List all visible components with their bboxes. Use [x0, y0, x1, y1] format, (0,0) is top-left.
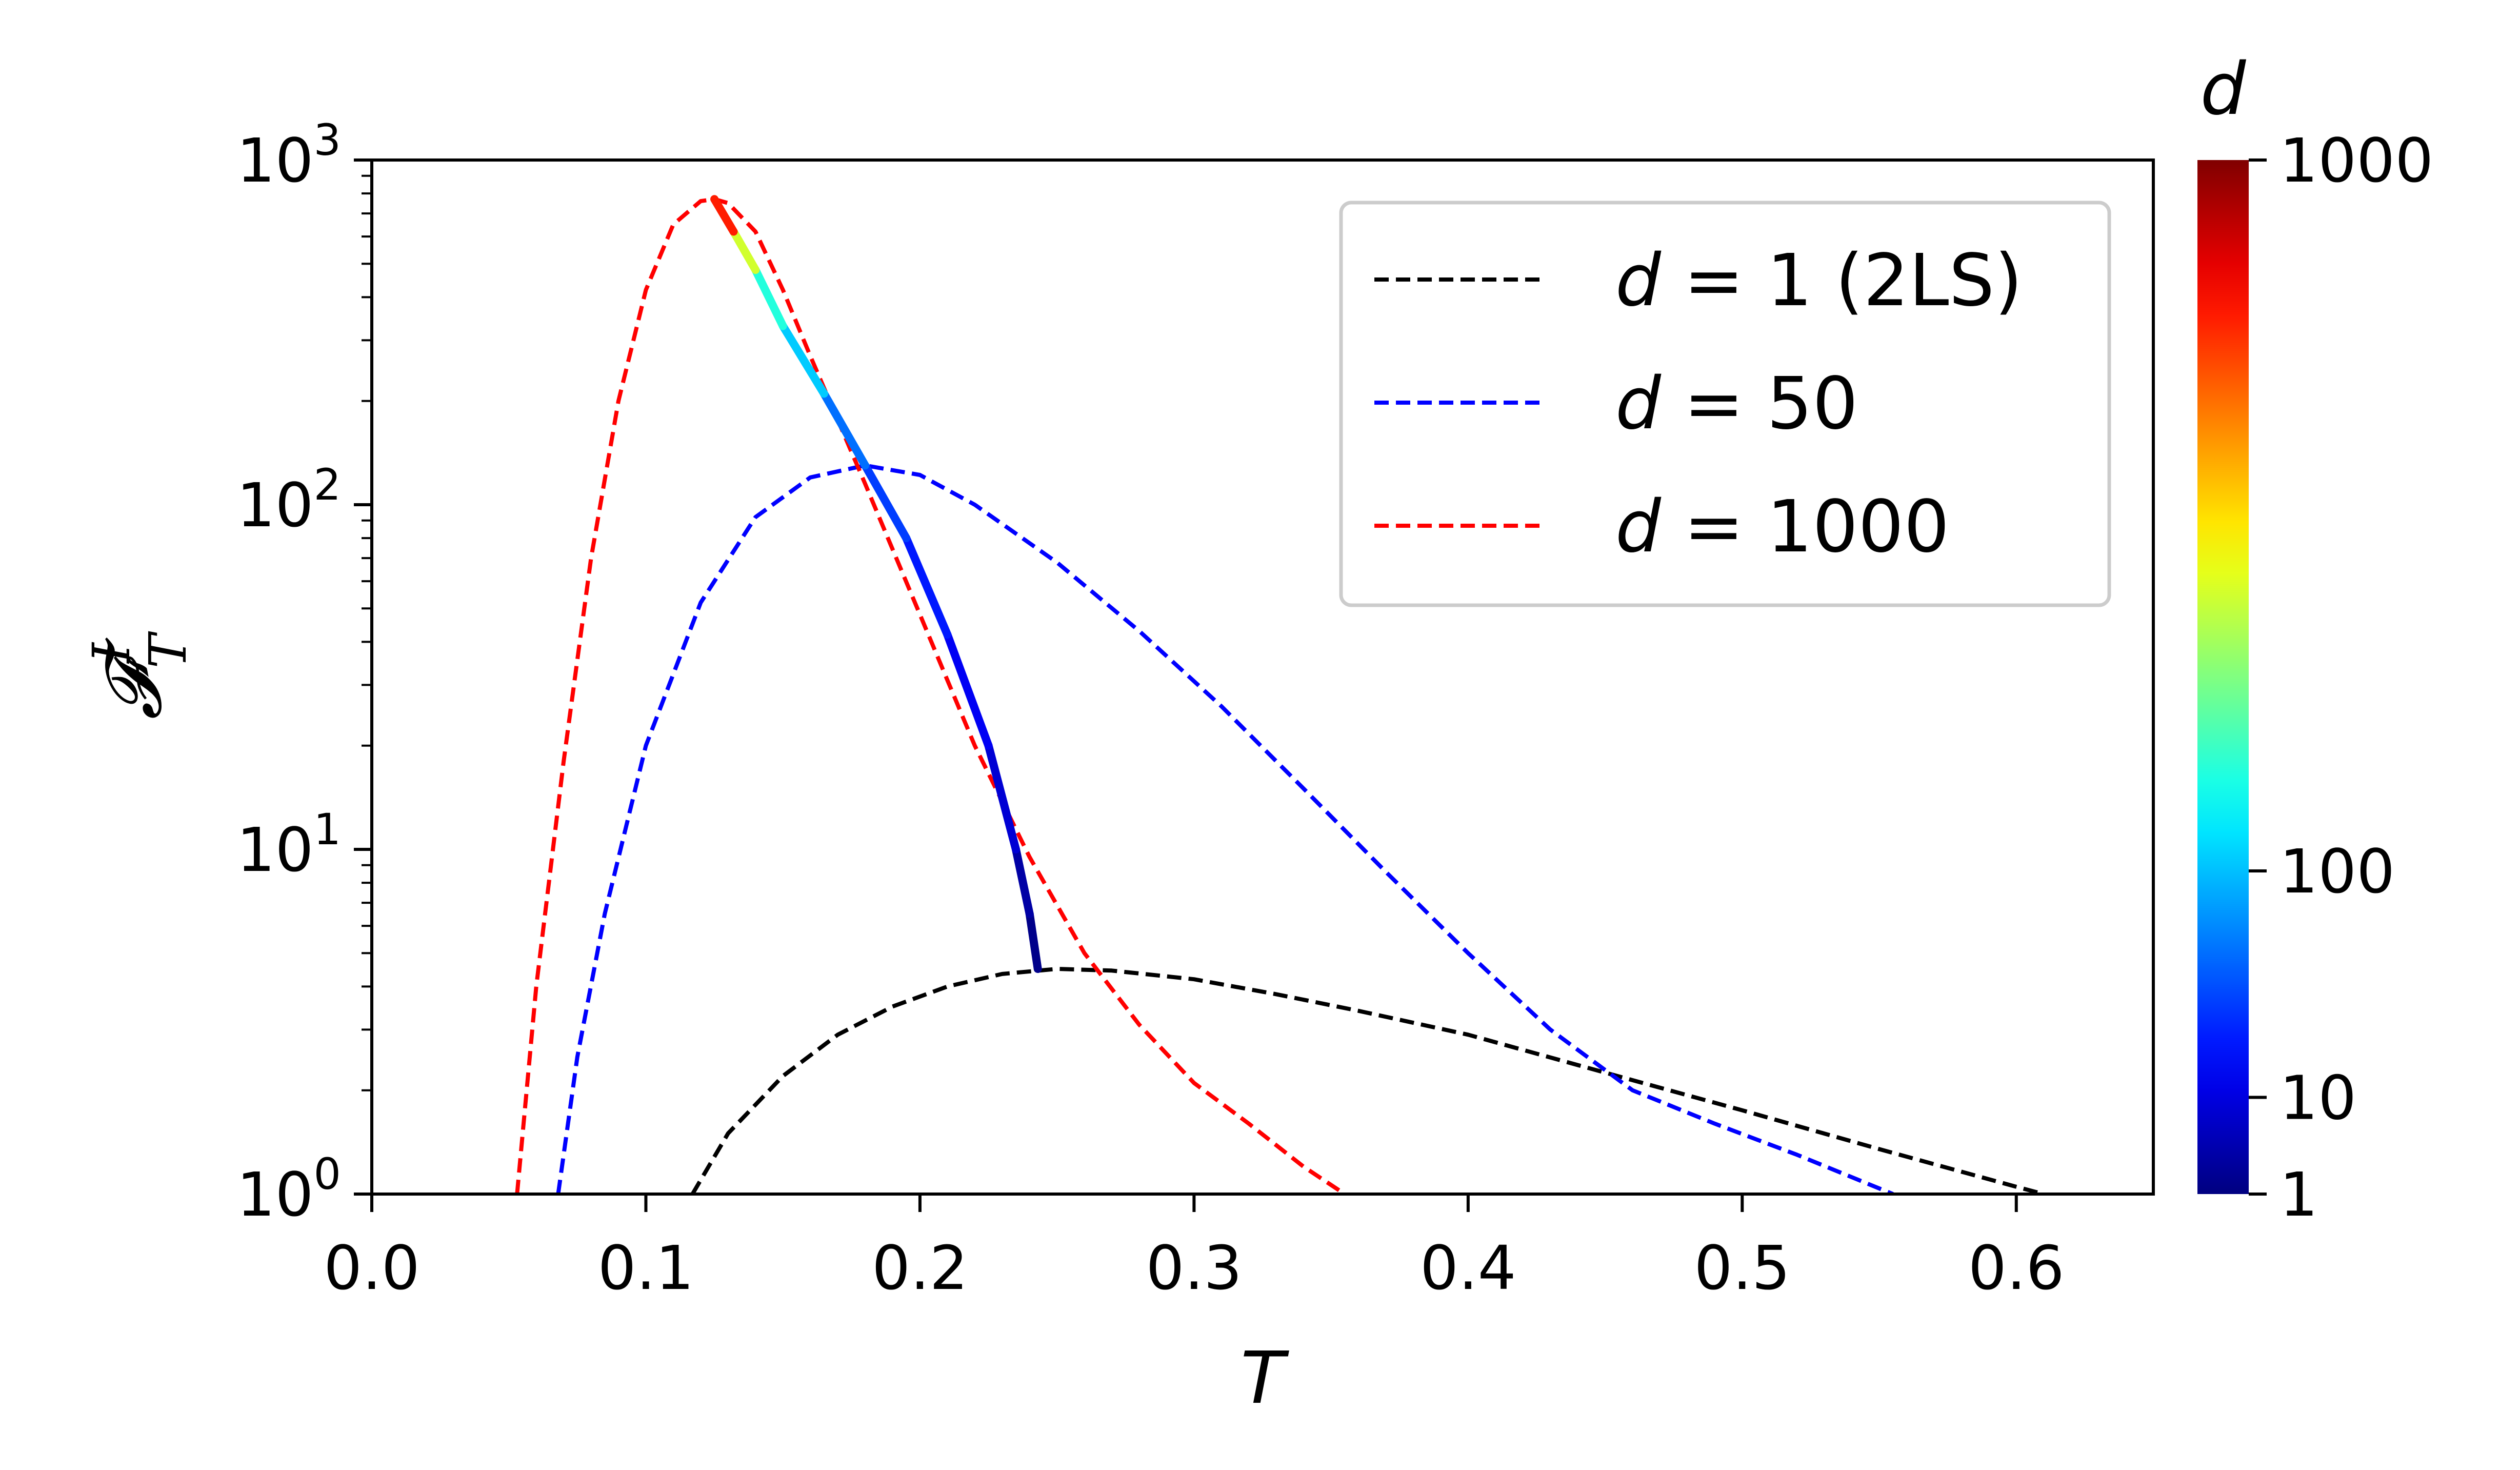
legend-label: d = 1 (2LS)	[1615, 239, 2023, 323]
peak-segment	[902, 534, 952, 639]
y-axis: 100 101 102 103	[236, 115, 372, 1230]
y-tick-label: 103	[236, 115, 341, 196]
peak-segment	[861, 461, 911, 543]
x-axis: 0.0 0.1 0.2 0.3 0.4 0.5 0.6	[324, 1194, 2065, 1303]
legend-box	[1339, 201, 2111, 607]
legend: d = 1 (2LS) d = 50 d = 1000	[1339, 201, 2111, 607]
colorbar-tick-label: 100	[2279, 836, 2395, 907]
x-tick-label: 0.0	[324, 1233, 420, 1303]
peak-curve	[710, 195, 1042, 974]
y-axis-label-sup: I	[82, 642, 142, 664]
x-tick-label: 0.3	[1146, 1233, 1243, 1303]
peak-segment	[778, 322, 828, 398]
y-tick-label: 100	[236, 1149, 341, 1230]
series-line-2	[556, 463, 1894, 1194]
series-layer	[515, 197, 2045, 1194]
y-axis-label-sub: T	[138, 631, 198, 668]
colorbar-label: d	[2201, 48, 2247, 131]
peak-segment	[1011, 845, 1034, 918]
colorbar-tick-label: 1000	[2279, 125, 2433, 196]
x-tick-label: 0.2	[872, 1233, 968, 1303]
series-line-3	[515, 197, 1346, 1194]
x-tick-label: 0.4	[1420, 1233, 1516, 1303]
peak-segment	[710, 195, 738, 236]
peak-segment	[943, 630, 993, 750]
legend-label: d = 50	[1615, 362, 1858, 446]
x-tick-label: 0.5	[1694, 1233, 1790, 1303]
y-tick-label: 102	[236, 460, 341, 541]
peak-segment	[751, 266, 787, 330]
x-tick-label: 0.6	[1968, 1233, 2065, 1303]
x-tick-label: 0.1	[598, 1233, 694, 1303]
colorbar-tick-label: 1	[2279, 1159, 2318, 1230]
peak-segment	[819, 389, 870, 470]
colorbar: 1 10 100 1000 d	[2197, 48, 2433, 1230]
peak-segment	[729, 227, 760, 274]
y-tick-label: 101	[236, 804, 341, 885]
x-axis-label: T	[1241, 1337, 1289, 1420]
peak-segment	[1025, 909, 1042, 974]
colorbar-tick-label: 10	[2279, 1063, 2356, 1134]
series-line-1	[690, 967, 2045, 1194]
plot-frame	[370, 158, 2155, 1196]
peak-segment	[984, 741, 1020, 853]
plot-area	[370, 158, 2155, 1196]
svg-text:𝓕IT: 𝓕IT	[82, 631, 198, 720]
colorbar-gradient	[2197, 160, 2249, 1194]
y-axis-label: 𝓕IT	[82, 631, 198, 720]
legend-label: d = 1000	[1615, 485, 1949, 569]
